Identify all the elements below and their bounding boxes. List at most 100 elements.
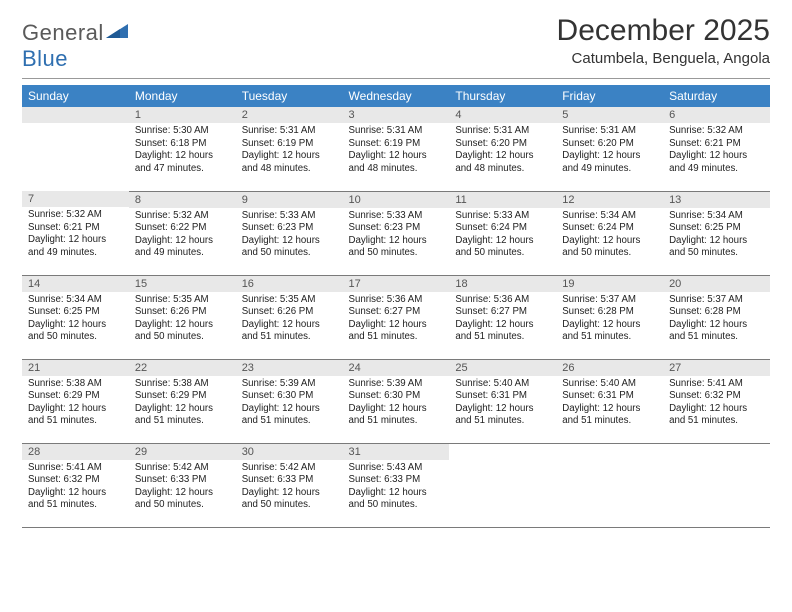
calendar-cell: 14Sunrise: 5:34 AMSunset: 6:25 PMDayligh… bbox=[22, 275, 129, 359]
sunset-line: Sunset: 6:31 PM bbox=[455, 390, 550, 403]
calendar-cell: 31Sunrise: 5:43 AMSunset: 6:33 PMDayligh… bbox=[343, 443, 450, 527]
day-number: 27 bbox=[663, 360, 770, 376]
page-subtitle: Catumbela, Benguela, Angola bbox=[557, 50, 770, 67]
day-details: Sunrise: 5:32 AMSunset: 6:21 PMDaylight:… bbox=[663, 123, 770, 179]
sunset-line: Sunset: 6:32 PM bbox=[28, 474, 123, 487]
sunset-line: Sunset: 6:23 PM bbox=[349, 222, 444, 235]
day-number: 17 bbox=[343, 276, 450, 292]
day-number: 16 bbox=[236, 276, 343, 292]
sunrise-line: Sunrise: 5:30 AM bbox=[135, 125, 230, 138]
sunrise-line: Sunrise: 5:31 AM bbox=[349, 125, 444, 138]
header: General Blue December 2025 Catumbela, Be… bbox=[22, 14, 770, 72]
daylight-line: Daylight: 12 hours and 50 minutes. bbox=[349, 487, 444, 512]
daylight-line: Daylight: 12 hours and 50 minutes. bbox=[242, 487, 337, 512]
sunrise-line: Sunrise: 5:42 AM bbox=[135, 462, 230, 475]
sunset-line: Sunset: 6:28 PM bbox=[562, 306, 657, 319]
day-number: 2 bbox=[236, 107, 343, 123]
calendar-cell: 27Sunrise: 5:41 AMSunset: 6:32 PMDayligh… bbox=[663, 359, 770, 443]
daylight-line: Daylight: 12 hours and 50 minutes. bbox=[455, 235, 550, 260]
calendar-cell: 1Sunrise: 5:30 AMSunset: 6:18 PMDaylight… bbox=[129, 107, 236, 191]
sunset-line: Sunset: 6:31 PM bbox=[562, 390, 657, 403]
weekday-sun: Sunday bbox=[22, 85, 129, 107]
daylight-line: Daylight: 12 hours and 51 minutes. bbox=[28, 487, 123, 512]
daylight-line: Daylight: 12 hours and 51 minutes. bbox=[455, 319, 550, 344]
daylight-line: Daylight: 12 hours and 47 minutes. bbox=[135, 150, 230, 175]
calendar-cell: 16Sunrise: 5:35 AMSunset: 6:26 PMDayligh… bbox=[236, 275, 343, 359]
calendar-cell: 7Sunrise: 5:32 AMSunset: 6:21 PMDaylight… bbox=[22, 191, 129, 275]
calendar-table: Sunday Monday Tuesday Wednesday Thursday… bbox=[22, 85, 770, 528]
day-details: Sunrise: 5:32 AMSunset: 6:22 PMDaylight:… bbox=[129, 208, 236, 264]
calendar-cell: 8Sunrise: 5:32 AMSunset: 6:22 PMDaylight… bbox=[129, 191, 236, 275]
day-number: 15 bbox=[129, 276, 236, 292]
day-details: Sunrise: 5:38 AMSunset: 6:29 PMDaylight:… bbox=[129, 376, 236, 432]
day-details: Sunrise: 5:34 AMSunset: 6:25 PMDaylight:… bbox=[663, 208, 770, 264]
weekday-sat: Saturday bbox=[663, 85, 770, 107]
day-number: 25 bbox=[449, 360, 556, 376]
sunset-line: Sunset: 6:26 PM bbox=[135, 306, 230, 319]
sunset-line: Sunset: 6:33 PM bbox=[242, 474, 337, 487]
sunset-line: Sunset: 6:33 PM bbox=[135, 474, 230, 487]
day-details: Sunrise: 5:36 AMSunset: 6:27 PMDaylight:… bbox=[343, 292, 450, 348]
daylight-line: Daylight: 12 hours and 49 minutes. bbox=[135, 235, 230, 260]
calendar-row: 28Sunrise: 5:41 AMSunset: 6:32 PMDayligh… bbox=[22, 443, 770, 527]
page-title: December 2025 bbox=[557, 14, 770, 48]
daylight-line: Daylight: 12 hours and 51 minutes. bbox=[135, 403, 230, 428]
day-number: 12 bbox=[556, 192, 663, 208]
day-details: Sunrise: 5:31 AMSunset: 6:19 PMDaylight:… bbox=[236, 123, 343, 179]
calendar-cell: 28Sunrise: 5:41 AMSunset: 6:32 PMDayligh… bbox=[22, 443, 129, 527]
daylight-line: Daylight: 12 hours and 50 minutes. bbox=[28, 319, 123, 344]
daylight-line: Daylight: 12 hours and 51 minutes. bbox=[28, 403, 123, 428]
calendar-cell: 21Sunrise: 5:38 AMSunset: 6:29 PMDayligh… bbox=[22, 359, 129, 443]
sunrise-line: Sunrise: 5:33 AM bbox=[242, 210, 337, 223]
sunrise-line: Sunrise: 5:42 AM bbox=[242, 462, 337, 475]
calendar-cell: 30Sunrise: 5:42 AMSunset: 6:33 PMDayligh… bbox=[236, 443, 343, 527]
calendar-cell: 13Sunrise: 5:34 AMSunset: 6:25 PMDayligh… bbox=[663, 191, 770, 275]
sunrise-line: Sunrise: 5:34 AM bbox=[669, 210, 764, 223]
day-number: 31 bbox=[343, 444, 450, 460]
day-number: 7 bbox=[22, 191, 129, 207]
sunrise-line: Sunrise: 5:31 AM bbox=[242, 125, 337, 138]
daylight-line: Daylight: 12 hours and 50 minutes. bbox=[562, 235, 657, 260]
sunset-line: Sunset: 6:27 PM bbox=[349, 306, 444, 319]
calendar-cell: 15Sunrise: 5:35 AMSunset: 6:26 PMDayligh… bbox=[129, 275, 236, 359]
day-details: Sunrise: 5:43 AMSunset: 6:33 PMDaylight:… bbox=[343, 460, 450, 516]
calendar-cell: 2Sunrise: 5:31 AMSunset: 6:19 PMDaylight… bbox=[236, 107, 343, 191]
sunset-line: Sunset: 6:27 PM bbox=[455, 306, 550, 319]
sunset-line: Sunset: 6:22 PM bbox=[135, 222, 230, 235]
weekday-mon: Monday bbox=[129, 85, 236, 107]
daylight-line: Daylight: 12 hours and 51 minutes. bbox=[242, 319, 337, 344]
day-details: Sunrise: 5:38 AMSunset: 6:29 PMDaylight:… bbox=[22, 376, 129, 432]
sunset-line: Sunset: 6:23 PM bbox=[242, 222, 337, 235]
day-number: 14 bbox=[22, 276, 129, 292]
title-block: December 2025 Catumbela, Benguela, Angol… bbox=[557, 14, 770, 67]
daylight-line: Daylight: 12 hours and 51 minutes. bbox=[349, 403, 444, 428]
sunrise-line: Sunrise: 5:33 AM bbox=[455, 210, 550, 223]
day-details: Sunrise: 5:40 AMSunset: 6:31 PMDaylight:… bbox=[556, 376, 663, 432]
day-details: Sunrise: 5:35 AMSunset: 6:26 PMDaylight:… bbox=[236, 292, 343, 348]
calendar-cell: 23Sunrise: 5:39 AMSunset: 6:30 PMDayligh… bbox=[236, 359, 343, 443]
day-number: 22 bbox=[129, 360, 236, 376]
calendar-cell: 3Sunrise: 5:31 AMSunset: 6:19 PMDaylight… bbox=[343, 107, 450, 191]
calendar-cell: 6Sunrise: 5:32 AMSunset: 6:21 PMDaylight… bbox=[663, 107, 770, 191]
day-number: 9 bbox=[236, 192, 343, 208]
daylight-line: Daylight: 12 hours and 51 minutes. bbox=[669, 403, 764, 428]
daylight-line: Daylight: 12 hours and 51 minutes. bbox=[349, 319, 444, 344]
day-number: 20 bbox=[663, 276, 770, 292]
divider bbox=[22, 78, 770, 79]
sunrise-line: Sunrise: 5:41 AM bbox=[669, 378, 764, 391]
day-details: Sunrise: 5:35 AMSunset: 6:26 PMDaylight:… bbox=[129, 292, 236, 348]
calendar-body: 1Sunrise: 5:30 AMSunset: 6:18 PMDaylight… bbox=[22, 107, 770, 527]
sunrise-line: Sunrise: 5:38 AM bbox=[28, 378, 123, 391]
sunset-line: Sunset: 6:30 PM bbox=[349, 390, 444, 403]
day-number: 5 bbox=[556, 107, 663, 123]
daylight-line: Daylight: 12 hours and 50 minutes. bbox=[135, 487, 230, 512]
daylight-line: Daylight: 12 hours and 51 minutes. bbox=[455, 403, 550, 428]
calendar-cell: 9Sunrise: 5:33 AMSunset: 6:23 PMDaylight… bbox=[236, 191, 343, 275]
sunset-line: Sunset: 6:28 PM bbox=[669, 306, 764, 319]
calendar-cell: 19Sunrise: 5:37 AMSunset: 6:28 PMDayligh… bbox=[556, 275, 663, 359]
daylight-line: Daylight: 12 hours and 49 minutes. bbox=[562, 150, 657, 175]
calendar-cell: 17Sunrise: 5:36 AMSunset: 6:27 PMDayligh… bbox=[343, 275, 450, 359]
day-number: 29 bbox=[129, 444, 236, 460]
calendar-cell: 12Sunrise: 5:34 AMSunset: 6:24 PMDayligh… bbox=[556, 191, 663, 275]
day-number: 18 bbox=[449, 276, 556, 292]
